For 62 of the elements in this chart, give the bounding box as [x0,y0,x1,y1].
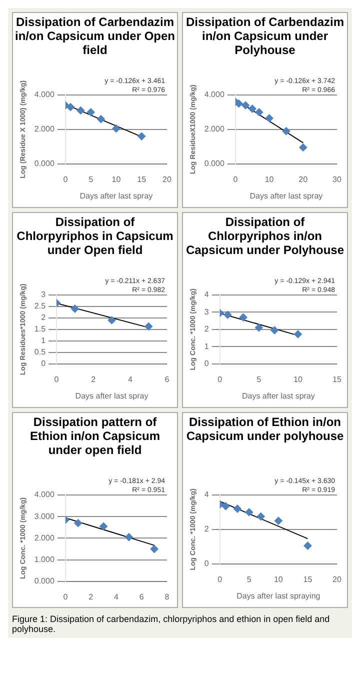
caption: Figure 1: Dissipation of carbendazim, chlorpyriphos and ethion in open field and polyhouse. [12,614,331,634]
y-tick-label: 0.5 [34,348,46,357]
y-tick-label: 1 [204,342,210,351]
y-tick-label: 0.000 [34,159,55,168]
y-tick-label: 4.000 [34,90,55,100]
x-tick-label: 15 [303,574,313,584]
x-tick-label: 10 [264,174,274,184]
x-axis-title: Days after last spray [242,391,315,400]
chart-title: Dissipation of Chlorpyriphos in Capsicum under Open field [16,215,174,259]
y-tick-label: 1 [41,336,46,346]
x-tick-label: 8 [164,592,170,602]
y-tick-label: 2.000 [34,124,55,134]
x-tick-label: 0 [63,592,68,602]
y-tick-label: 3 [41,290,46,300]
chart-title: Dissipation of Ethion in/on Capsicum under polyhouse [185,415,345,445]
y-tick-label: 2.000 [34,533,55,542]
x-tick-label: 5 [246,574,252,584]
x-tick-label: 10 [274,574,284,584]
x-axis-title: Days after last spray [250,191,323,200]
x-tick-label: 10 [112,174,122,184]
x-tick-label: 6 [139,592,144,602]
x-tick-label: 20 [162,174,172,184]
y-tick-label: 0.000 [34,576,55,586]
x-axis-title: Days after last spray [75,391,148,400]
x-tick-label: 4 [128,374,133,384]
x-tick-label: 5 [256,374,262,384]
chart-title: Dissipation pattern of Ethion in/on Capsicum under open field [28,415,161,459]
y-tick-label: 4.000 [34,490,55,500]
x-tick-label: 6 [164,374,170,384]
x-tick-label: 0 [233,174,238,184]
x-tick-label: 0 [63,174,68,184]
y-tick-label: 0.000 [204,159,225,168]
y-tick-label: 4.000 [204,90,225,100]
x-tick-label: 10 [293,374,303,384]
y-tick-label: 3.000 [34,512,55,521]
y-tick-label: 1.000 [34,555,55,564]
y-tick-label: 0 [204,559,210,568]
y-tick-label: 3 [204,307,210,316]
x-tick-label: 20 [298,174,308,184]
x-tick-label: 2 [88,592,94,602]
x-tick-label: 15 [137,174,147,184]
x-axis-title: Days after last spraying [236,591,320,600]
chart-title: Dissipation of Carbendazim in/on Capsicum under Open field [15,15,176,59]
y-tick-label: 4 [204,290,210,300]
y-tick-label: 2 [204,524,210,534]
y-tick-label: 0 [41,359,46,368]
x-tick-label: 30 [332,174,342,184]
y-tick-label: 2.5 [34,302,46,311]
y-tick-label: 2.000 [204,124,225,134]
x-tick-label: 5 [88,174,94,184]
x-tick-label: 4 [114,592,119,602]
y-tick-label: 4 [204,490,210,500]
chart-title: Dissipation of Carbendazim in/on Capsicum under Polyhouse [185,15,345,59]
x-tick-label: 2 [91,374,96,384]
y-tick-label: 1.5 [34,324,46,334]
y-tick-label: 2 [204,324,210,334]
x-axis-title: Days after last spray [80,191,153,200]
x-tick-label: 15 [332,374,342,384]
chart-title: Dissipation of Chlorpyriphos in/on Capsicum under Polyhouse [185,215,345,259]
y-tick-label: 0 [204,359,210,368]
y-tick-label: 2 [41,313,46,322]
x-tick-label: 20 [332,574,342,584]
